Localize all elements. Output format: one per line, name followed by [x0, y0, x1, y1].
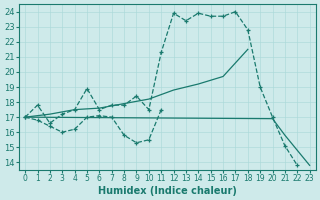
X-axis label: Humidex (Indice chaleur): Humidex (Indice chaleur) [98, 186, 237, 196]
